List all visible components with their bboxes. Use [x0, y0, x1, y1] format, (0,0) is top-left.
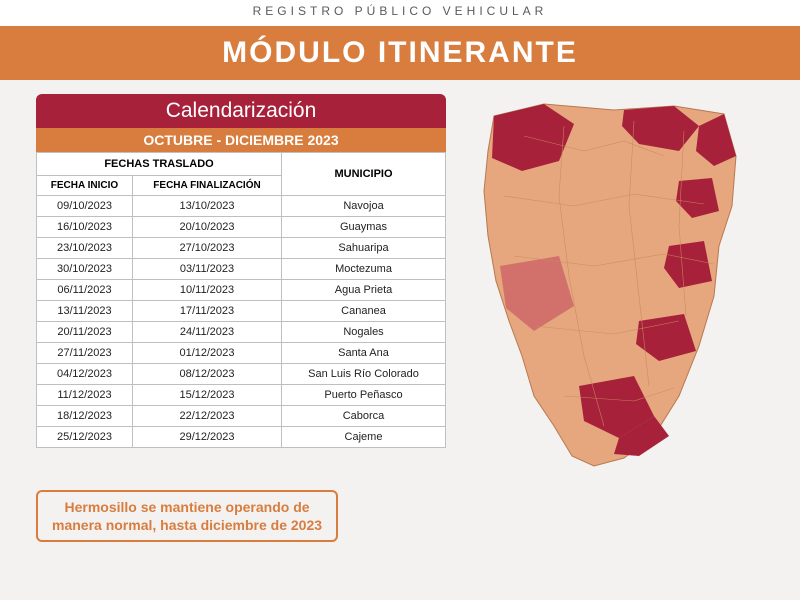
cell-start: 09/10/2023 — [37, 196, 133, 217]
table-row: 16/10/202320/10/2023Guaymas — [37, 217, 446, 238]
table-body: 09/10/202313/10/2023Navojoa16/10/202320/… — [37, 196, 446, 448]
cell-municipio: Cajeme — [282, 427, 446, 448]
cell-start: 06/11/2023 — [37, 280, 133, 301]
table-period: OCTUBRE - DICIEMBRE 2023 — [36, 128, 446, 152]
schedule-table-wrap: Calendarización OCTUBRE - DICIEMBRE 2023… — [36, 94, 446, 476]
banner-title: MÓDULO ITINERANTE — [0, 26, 800, 80]
cell-start: 23/10/2023 — [37, 238, 133, 259]
map-wrap — [464, 94, 764, 476]
cell-municipio: Sahuaripa — [282, 238, 446, 259]
header-top: REGISTRO PÚBLICO VEHICULAR — [0, 0, 800, 26]
cell-municipio: Moctezuma — [282, 259, 446, 280]
cell-start: 11/12/2023 — [37, 385, 133, 406]
cell-end: 01/12/2023 — [133, 343, 282, 364]
table-row: 20/11/202324/11/2023Nogales — [37, 322, 446, 343]
cell-municipio: Cananea — [282, 301, 446, 322]
cell-municipio: San Luis Río Colorado — [282, 364, 446, 385]
col-municipio: MUNICIPIO — [282, 153, 446, 196]
cell-municipio: Nogales — [282, 322, 446, 343]
table-row: 30/10/202303/11/2023Moctezuma — [37, 259, 446, 280]
footer-note: Hermosillo se mantiene operando de maner… — [36, 490, 338, 542]
col-end: FECHA FINALIZACIÓN — [133, 176, 282, 196]
sonora-map-icon — [464, 96, 764, 476]
table-row: 04/12/202308/12/2023San Luis Río Colorad… — [37, 364, 446, 385]
table-row: 18/12/202322/12/2023Caborca — [37, 406, 446, 427]
cell-start: 16/10/2023 — [37, 217, 133, 238]
cell-start: 25/12/2023 — [37, 427, 133, 448]
note-line-2: manera normal, hasta diciembre de 2023 — [52, 517, 322, 533]
table-row: 13/11/202317/11/2023Cananea — [37, 301, 446, 322]
table-title: Calendarización — [36, 94, 446, 128]
cell-start: 27/11/2023 — [37, 343, 133, 364]
table-row: 23/10/202327/10/2023Sahuaripa — [37, 238, 446, 259]
cell-end: 13/10/2023 — [133, 196, 282, 217]
cell-start: 20/11/2023 — [37, 322, 133, 343]
cell-municipio: Navojoa — [282, 196, 446, 217]
schedule-table: FECHAS TRASLADO MUNICIPIO FECHA INICIO F… — [36, 152, 446, 448]
cell-start: 30/10/2023 — [37, 259, 133, 280]
cell-end: 29/12/2023 — [133, 427, 282, 448]
cell-start: 13/11/2023 — [37, 301, 133, 322]
cell-start: 04/12/2023 — [37, 364, 133, 385]
cell-end: 27/10/2023 — [133, 238, 282, 259]
cell-municipio: Santa Ana — [282, 343, 446, 364]
cell-end: 15/12/2023 — [133, 385, 282, 406]
cell-municipio: Agua Prieta — [282, 280, 446, 301]
col-start: FECHA INICIO — [37, 176, 133, 196]
cell-start: 18/12/2023 — [37, 406, 133, 427]
note-line-1: Hermosillo se mantiene operando de — [64, 499, 309, 515]
table-row: 11/12/202315/12/2023Puerto Peñasco — [37, 385, 446, 406]
cell-end: 10/11/2023 — [133, 280, 282, 301]
cell-end: 03/11/2023 — [133, 259, 282, 280]
cell-municipio: Caborca — [282, 406, 446, 427]
cell-municipio: Guaymas — [282, 217, 446, 238]
table-row: 25/12/202329/12/2023Cajeme — [37, 427, 446, 448]
registry-subtitle: REGISTRO PÚBLICO VEHICULAR — [0, 4, 800, 18]
table-row: 06/11/202310/11/2023Agua Prieta — [37, 280, 446, 301]
cell-end: 24/11/2023 — [133, 322, 282, 343]
cell-end: 20/10/2023 — [133, 217, 282, 238]
table-row: 27/11/202301/12/2023Santa Ana — [37, 343, 446, 364]
table-row: 09/10/202313/10/2023Navojoa — [37, 196, 446, 217]
cell-municipio: Puerto Peñasco — [282, 385, 446, 406]
cell-end: 17/11/2023 — [133, 301, 282, 322]
cell-end: 22/12/2023 — [133, 406, 282, 427]
col-group-dates: FECHAS TRASLADO — [37, 153, 282, 176]
content-row: Calendarización OCTUBRE - DICIEMBRE 2023… — [0, 80, 800, 482]
cell-end: 08/12/2023 — [133, 364, 282, 385]
